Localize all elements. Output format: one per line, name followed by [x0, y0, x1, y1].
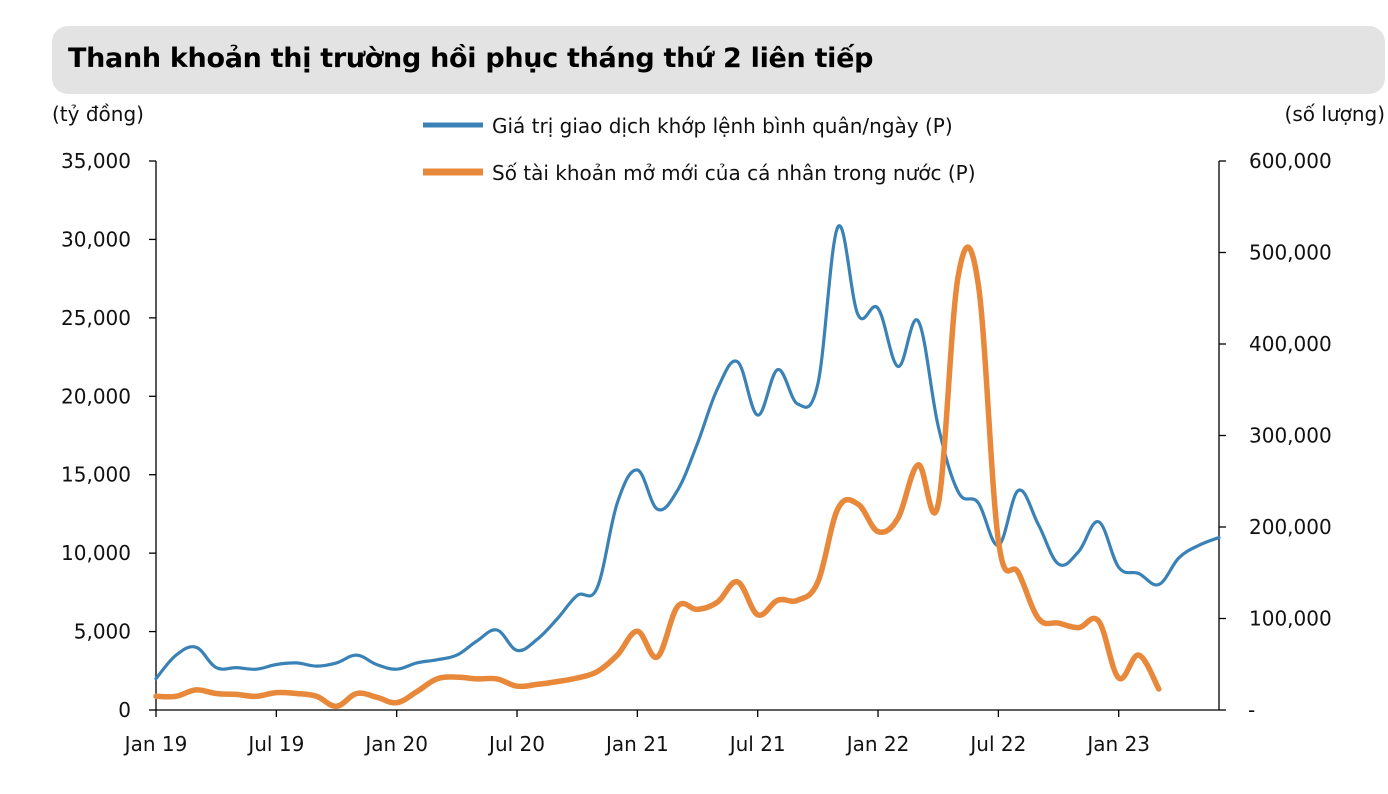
x-tick-label: Jul 20	[487, 732, 545, 756]
left-tick-label: 25,000	[61, 306, 131, 330]
right-tick-label: 100,000	[1249, 607, 1332, 631]
x-tick-label: Jul 21	[728, 732, 786, 756]
series-line-trading-value	[154, 224, 1221, 681]
chart-title: Thanh khoản thị trường hồi phục tháng th…	[68, 43, 874, 74]
left-tick-label: 35,000	[61, 149, 131, 173]
right-axis-unit: (số lượng)	[1285, 102, 1385, 126]
right-tick-label: -	[1248, 698, 1255, 722]
left-tick-label: 15,000	[61, 463, 131, 487]
legend-label-orange: Số tài khoản mở mới của cá nhân trong nư…	[492, 161, 976, 185]
x-tick-label: Jan 23	[1085, 732, 1150, 756]
x-tick-label: Jan 21	[604, 732, 669, 756]
title-bar	[52, 26, 1385, 94]
right-tick-label: 600,000	[1249, 149, 1332, 173]
right-tick-label: 500,000	[1249, 241, 1332, 265]
legend-label-blue: Giá trị giao dịch khớp lệnh bình quân/ng…	[492, 114, 953, 138]
right-tick-label: 400,000	[1249, 332, 1332, 356]
left-tick-label: 30,000	[61, 227, 131, 251]
x-tick-label: Jan 20	[363, 732, 428, 756]
left-tick-label: 20,000	[61, 384, 131, 408]
left-tick-label: 10,000	[61, 541, 131, 565]
right-tick-label: 300,000	[1249, 424, 1332, 448]
x-tick-label: Jul 22	[968, 732, 1026, 756]
left-tick-label: 5,000	[74, 620, 131, 644]
series-line-new-accounts	[153, 244, 1162, 710]
right-tick-label: 200,000	[1249, 515, 1332, 539]
left-tick-label: 0	[118, 698, 131, 722]
x-tick-label: Jan 22	[845, 732, 910, 756]
left-axis-unit: (tỷ đồng)	[52, 102, 144, 126]
x-tick-label: Jul 19	[246, 732, 304, 756]
legend: Giá trị giao dịch khớp lệnh bình quân/ng…	[423, 114, 976, 185]
x-tick-label: Jan 19	[123, 732, 188, 756]
